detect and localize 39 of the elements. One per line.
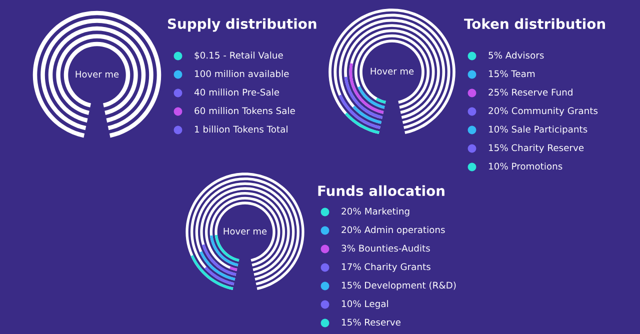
data-label: 20% — [488, 107, 508, 114]
data-label: 15% — [489, 144, 508, 152]
category-label: Charity Reserve — [512, 144, 584, 153]
data-label: 3% — [342, 244, 356, 252]
data-label: 10% — [489, 126, 508, 133]
data-label: 15% — [342, 318, 361, 326]
data-label: 17% — [342, 263, 361, 270]
text: Funds allocation — [318, 185, 444, 196]
data-label: 5% — [488, 52, 502, 59]
category-label: Development (R&D) — [365, 282, 456, 290]
category-label: 40 million Pre-Sale — [194, 88, 280, 96]
data-label: 25% — [488, 88, 508, 96]
data-label: 20% — [342, 226, 361, 234]
category-label: 100 million available — [195, 70, 289, 78]
category-label: Reserve — [365, 318, 400, 326]
category-label: Community Grants — [512, 107, 598, 116]
data-label: 10% — [342, 300, 361, 308]
category-label: Team — [511, 70, 535, 78]
category-label: Advisors — [505, 52, 544, 59]
category-label: Sale Participants — [512, 126, 588, 134]
category-label: Bounties-Audits — [359, 244, 430, 252]
data-label: 15% — [489, 70, 508, 78]
text: Token distribution — [464, 18, 605, 30]
category-label: Promotions — [512, 162, 562, 170]
category-label: $0.15 - Retail Value — [194, 52, 283, 60]
category-label: Admin operations — [364, 226, 445, 235]
data-label: 10% — [489, 162, 508, 170]
category-label: Reserve Fund — [512, 88, 572, 96]
text: Hover me — [370, 68, 414, 75]
category-label: 60 million Tokens Sale — [194, 107, 295, 114]
text: Hover me — [76, 70, 119, 78]
category-label: Marketing — [365, 208, 410, 216]
data-label: 20% — [342, 208, 361, 215]
category-label: Legal — [365, 300, 388, 309]
text: Hover me — [224, 228, 267, 235]
category-label: 1 billion Tokens Total — [195, 126, 288, 133]
data-label: 15% — [342, 282, 361, 289]
text: Supply distribution — [168, 18, 316, 32]
category-label: Charity Grants — [364, 263, 430, 272]
